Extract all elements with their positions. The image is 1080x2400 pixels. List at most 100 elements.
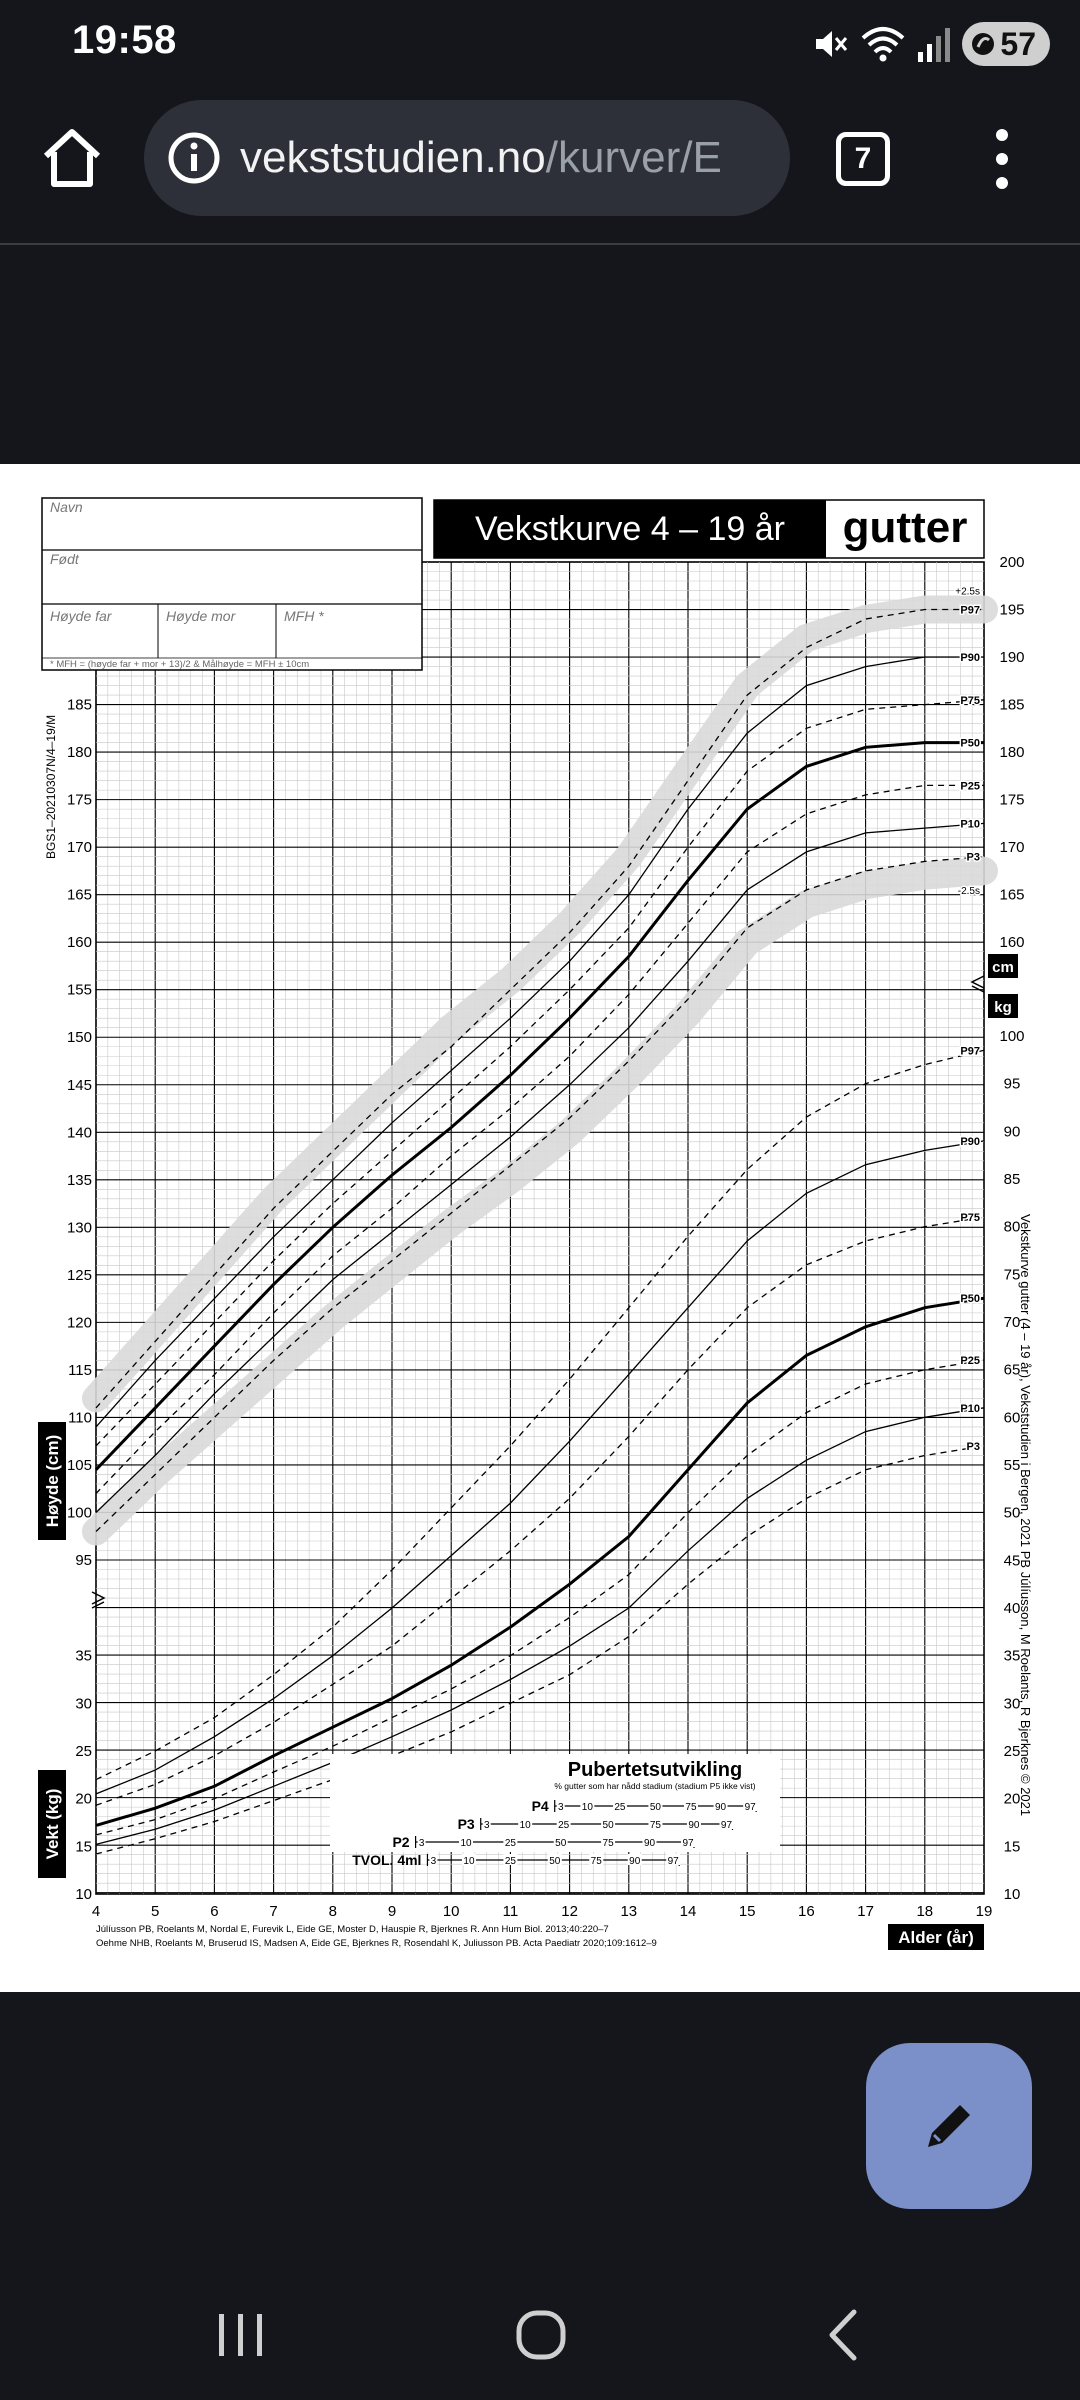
url-host: vekststudien.no: [240, 133, 546, 182]
age-tick: 19: [976, 1903, 993, 1920]
weight-tick-right: 80: [1004, 1219, 1021, 1236]
mfh-label[interactable]: MFH *: [284, 608, 324, 624]
name-field-label[interactable]: Navn: [50, 499, 83, 515]
weight-curve-p97: [95, 1049, 985, 1781]
home-icon[interactable]: [36, 122, 108, 194]
weight-tick-right: 70: [1004, 1314, 1021, 1331]
battery-saver-icon: [972, 33, 995, 55]
weight-tick-right: 10: [1004, 1886, 1021, 1903]
sd-band: [82, 595, 998, 1413]
info-icon[interactable]: [166, 130, 222, 186]
edit-fab[interactable]: [866, 2043, 1032, 2209]
puberty-tick-3: 3: [484, 1820, 490, 1831]
puberty-tick-25: 25: [558, 1820, 570, 1831]
height-label-p97: P97: [960, 605, 980, 617]
age-tick: 8: [329, 1903, 337, 1920]
weight-tick-right: 65: [1004, 1362, 1021, 1379]
weight-tick-right: 60: [1004, 1409, 1021, 1426]
url-text[interactable]: vekststudien.no/kurver/E: [240, 133, 780, 183]
puberty-tick-97: 97: [745, 1802, 757, 1813]
puberty-tick-bg: [503, 1854, 518, 1865]
height-curve-p75: [95, 699, 985, 1447]
weight-tick-left: 35: [75, 1648, 92, 1665]
puberty-tick-bg: [556, 1818, 571, 1829]
tab-count: 7: [854, 142, 872, 175]
weight-axis-badge: Vekt (kg): [38, 1770, 66, 1878]
puberty-tick-bg: [417, 1836, 426, 1847]
puberty-tick-25: 25: [505, 1838, 517, 1849]
left-axis-break: [91, 1591, 106, 1609]
weight-label-p97: P97: [960, 1045, 980, 1057]
weight-label-p50: P50: [960, 1293, 980, 1305]
weight-tick-right: 45: [1004, 1552, 1021, 1569]
mother-height-label[interactable]: Høyde mor: [166, 608, 237, 624]
weight-tick-right: 75: [1004, 1266, 1021, 1283]
address-bar[interactable]: vekststudien.no/kurver/E: [144, 100, 790, 216]
height-axis-badge: Høyde (cm): [38, 1422, 66, 1540]
age-tick: 14: [680, 1903, 697, 1920]
height-tick-left: 160: [67, 934, 92, 951]
puberty-tick-bg: [547, 1854, 562, 1865]
puberty-tick-bg: [503, 1836, 518, 1847]
height-curve-p90: [95, 656, 984, 1428]
age-tick: 5: [151, 1903, 159, 1920]
height-tick-left: 110: [68, 1409, 92, 1426]
weight-axis-label: Vekt (kg): [43, 1789, 62, 1860]
father-height-label[interactable]: Høyde far: [50, 608, 113, 624]
weight-label-p75: P75: [960, 1212, 980, 1224]
age-tick: 7: [269, 1903, 277, 1920]
puberty-tick-97: 97: [721, 1820, 733, 1831]
weight-tick-right: 25: [1004, 1743, 1021, 1760]
puberty-tick-bg: [719, 1818, 734, 1829]
weight-tick-right: 50: [1004, 1505, 1021, 1522]
puberty-tick-90: 90: [644, 1838, 656, 1849]
height-curve-p25: [95, 784, 984, 1494]
tabs-icon[interactable]: 7: [836, 132, 890, 186]
weight-tick-left: 25: [75, 1743, 92, 1760]
puberty-tick-bg: [642, 1836, 657, 1847]
weight-curve-p25: [95, 1359, 985, 1836]
weight-tick-right: 95: [1004, 1076, 1021, 1093]
height-label-p50: P50: [960, 738, 980, 750]
height-curve-p3: [95, 855, 985, 1532]
puberty-tick-bg: [553, 1836, 568, 1847]
recents-icon[interactable]: [205, 2300, 275, 2370]
height-tick-right: 190: [999, 649, 1024, 666]
signal-icon: [918, 28, 951, 62]
height-tick-left: 125: [67, 1267, 92, 1284]
home-circle-icon[interactable]: [506, 2300, 576, 2370]
puberty-tick-90: 90: [715, 1802, 727, 1813]
born-field-label[interactable]: Født: [50, 551, 80, 567]
puberty-tick-90: 90: [688, 1820, 700, 1831]
puberty-tick-25: 25: [614, 1802, 626, 1813]
back-icon[interactable]: [810, 2300, 880, 2370]
height-tick-left: 145: [67, 1077, 92, 1094]
side-code: BGS1–20210307N/4–19/M: [44, 715, 58, 859]
puberty-tick-bg: [482, 1818, 491, 1829]
height-tick-left: 105: [67, 1457, 92, 1474]
puberty-tick-90: 90: [629, 1856, 641, 1867]
height-curve-p10: [95, 822, 985, 1513]
puberty-tick-bg: [556, 1800, 565, 1811]
more-vert-icon[interactable]: [986, 126, 1018, 192]
weight-curve-p3: [95, 1445, 985, 1855]
pencil-icon: [928, 2105, 970, 2147]
height-label--2.5s: -2.5s: [958, 886, 980, 897]
battery-level: 57: [1000, 25, 1036, 62]
weight-tick-right: 100: [999, 1028, 1024, 1045]
height-tick-right: 195: [999, 602, 1024, 619]
height-tick-left: 100: [67, 1504, 92, 1521]
status-time: 19:58: [72, 18, 177, 62]
puberty-tick-97: 97: [668, 1856, 680, 1867]
weight-tick-right: 90: [1004, 1123, 1021, 1140]
reference-2: Oehme NHB, Roelants M, Bruserud IS, Mads…: [96, 1938, 657, 1949]
weight-label-p90: P90: [960, 1136, 980, 1148]
height-tick-left: 180: [67, 744, 92, 761]
height-tick-left: 135: [67, 1172, 92, 1189]
puberty-tick-bg: [683, 1800, 698, 1811]
sd-bands: [82, 595, 998, 1546]
height-tick-right: 165: [999, 887, 1024, 904]
system-navbar: [0, 2270, 1080, 2380]
puberty-row-label: P4: [532, 1798, 549, 1814]
weight-curve-p10: [95, 1407, 985, 1846]
